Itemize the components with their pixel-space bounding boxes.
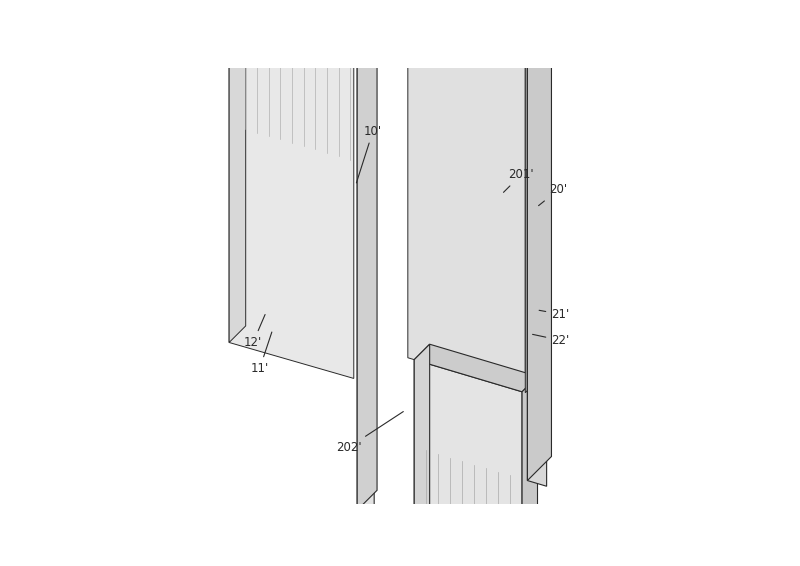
Polygon shape: [357, 0, 374, 515]
Text: 11': 11': [250, 332, 272, 375]
Polygon shape: [522, 376, 538, 566]
Text: 10': 10': [356, 125, 382, 183]
Polygon shape: [357, 0, 377, 510]
Polygon shape: [414, 359, 522, 566]
Polygon shape: [408, 0, 526, 393]
Text: 22': 22': [533, 334, 570, 347]
Text: 12': 12': [244, 315, 265, 349]
Polygon shape: [526, 0, 547, 393]
Polygon shape: [229, 0, 354, 379]
Text: 20': 20': [538, 183, 567, 205]
Polygon shape: [414, 344, 538, 392]
Polygon shape: [527, 0, 551, 481]
Polygon shape: [414, 344, 430, 566]
Polygon shape: [229, 0, 246, 342]
Text: 21': 21': [539, 308, 570, 321]
Text: 201': 201': [503, 168, 534, 192]
Polygon shape: [527, 0, 546, 486]
Text: 202': 202': [336, 411, 403, 453]
